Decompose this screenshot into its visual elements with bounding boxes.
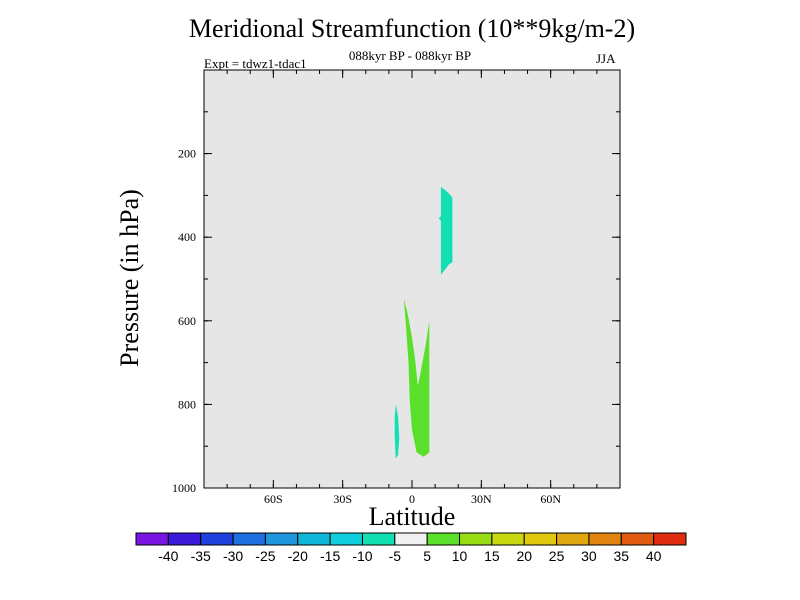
plot-frame xyxy=(203,69,621,489)
colorbar-swatch xyxy=(329,532,363,546)
colorbar-label: -20 xyxy=(288,548,308,564)
colorbar-label: 15 xyxy=(484,548,500,564)
colorbar: -40 -35 -30 -25 -20 -15 -10 -5 5 10 15 20 25 30 35 40 xyxy=(135,532,687,564)
colorbar-label: -40 xyxy=(158,548,178,564)
colorbar-swatch xyxy=(361,532,396,546)
colorbar-label: 40 xyxy=(646,548,662,564)
x-axis-ticks: 60S 30S 0 30N 60N xyxy=(264,70,561,506)
contour-region-2 xyxy=(403,299,430,457)
y-tick-label: 400 xyxy=(178,230,196,244)
colorbar-swatch xyxy=(232,532,266,546)
colorbar-swatch xyxy=(135,532,169,546)
colorbar-swatch xyxy=(653,532,687,546)
colorbar-label: 5 xyxy=(423,548,431,564)
colorbar-swatch xyxy=(523,532,558,546)
colorbar-swatch xyxy=(297,532,331,546)
x-tick-label: 30N xyxy=(471,492,492,506)
x-tick-label: 30S xyxy=(333,492,352,506)
y-tick-label: 200 xyxy=(178,147,196,161)
contour-regions xyxy=(394,187,453,459)
colorbar-label: -10 xyxy=(352,548,372,564)
colorbar-swatch xyxy=(167,532,202,546)
y-tick-label: 800 xyxy=(178,397,196,411)
y-tick-label: 1000 xyxy=(172,481,196,495)
colorbar-label: 25 xyxy=(549,548,565,564)
colorbar-label: -25 xyxy=(255,548,275,564)
chart-title: Meridional Streamfunction (10**9kg/m-2) xyxy=(188,14,636,43)
y-tick-label: 600 xyxy=(178,314,196,328)
colorbar-swatch xyxy=(459,532,493,546)
colorbar-swatch xyxy=(588,532,622,546)
colorbar-swatch xyxy=(620,532,655,546)
contour-region-1 xyxy=(438,187,453,275)
x-tick-label: 60N xyxy=(540,492,561,506)
colorbar-label: 30 xyxy=(581,548,597,564)
experiment-label: Expt = tdwz1-tdac1 xyxy=(204,56,307,71)
x-tick-label: 60S xyxy=(264,492,283,506)
colorbar-label: 20 xyxy=(516,548,532,564)
colorbar-label: 35 xyxy=(614,548,630,564)
colorbar-swatch xyxy=(556,532,590,546)
colorbar-swatch xyxy=(394,532,428,546)
colorbar-label: 10 xyxy=(452,548,468,564)
chart-subtitle: 088kyr BP - 088kyr BP xyxy=(348,48,472,63)
season-label: JJA xyxy=(596,51,616,66)
colorbar-swatch xyxy=(264,532,299,546)
colorbar-label: -30 xyxy=(223,548,243,564)
colorbar-label: -5 xyxy=(389,548,402,564)
colorbar-swatch xyxy=(491,532,525,546)
colorbar-label: -35 xyxy=(191,548,211,564)
x-tick-label: 0 xyxy=(409,492,415,506)
colorbar-swatch xyxy=(426,532,461,546)
colorbar-swatch xyxy=(200,532,234,546)
x-axis-label: Latitude xyxy=(368,502,456,531)
colorbar-label: -15 xyxy=(320,548,340,564)
contour-region-3 xyxy=(394,404,400,459)
